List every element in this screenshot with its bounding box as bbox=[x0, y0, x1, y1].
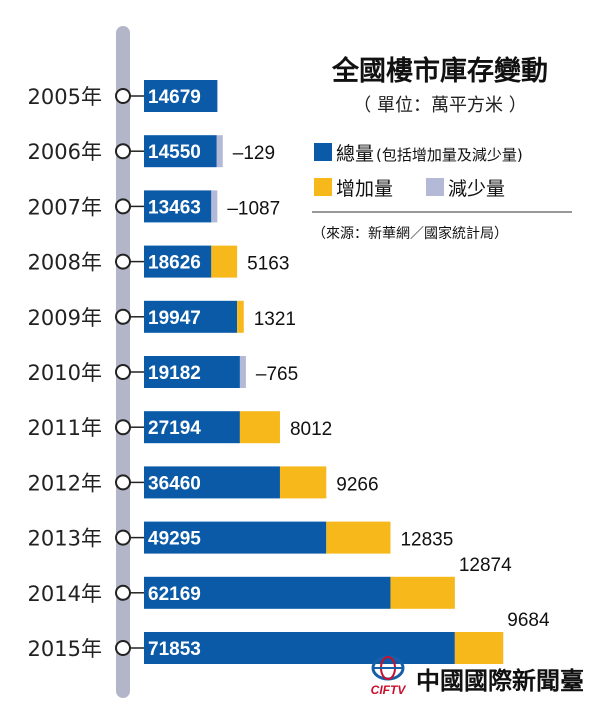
timeline-dot bbox=[115, 198, 131, 215]
bar-increase bbox=[390, 576, 455, 609]
change-value-label: 9684 bbox=[507, 610, 550, 631]
legend-swatch-increase bbox=[314, 178, 332, 196]
year-label: 2013年 bbox=[28, 527, 102, 551]
year-label: 2006年 bbox=[28, 140, 102, 164]
bar-decrease bbox=[239, 356, 246, 388]
change-value-label: 8012 bbox=[290, 419, 332, 440]
globe-logo-icon bbox=[371, 655, 405, 681]
bar-total bbox=[144, 356, 240, 388]
year-label: 2007年 bbox=[28, 195, 102, 219]
total-value-label: 49295 bbox=[148, 529, 201, 550]
legend-swatch-decrease bbox=[426, 178, 444, 196]
unit-label: （ 單位：萬平方米 ） bbox=[353, 95, 526, 116]
bar-total bbox=[144, 245, 212, 278]
bar-total bbox=[144, 135, 217, 168]
year-label: 2005年 bbox=[28, 85, 102, 109]
total-value-label: 19182 bbox=[148, 363, 201, 384]
bar-increase bbox=[237, 300, 244, 333]
legend-swatch-total bbox=[314, 143, 332, 161]
bar-total bbox=[144, 632, 455, 664]
total-value-label: 19947 bbox=[148, 308, 201, 329]
bar-increase bbox=[239, 411, 280, 444]
timeline-dot bbox=[115, 419, 131, 436]
bar-total bbox=[144, 576, 391, 609]
bar-increase bbox=[326, 521, 391, 554]
total-value-label: 71853 bbox=[148, 639, 201, 660]
bar-total bbox=[144, 466, 280, 499]
total-value-label: 18626 bbox=[148, 253, 201, 274]
timeline-dot bbox=[115, 474, 131, 491]
change-value-label: –765 bbox=[256, 364, 298, 385]
bar-total bbox=[144, 300, 238, 333]
bar-increase bbox=[211, 245, 238, 278]
bar-increase bbox=[454, 632, 504, 664]
bar-total bbox=[144, 411, 240, 444]
year-label: 2014年 bbox=[28, 582, 102, 606]
legend-total-note: (包括增加量及減少量) bbox=[376, 146, 523, 164]
timeline-dot bbox=[115, 584, 131, 601]
year-label: 2011年 bbox=[28, 416, 102, 440]
bar-decrease bbox=[216, 135, 223, 168]
change-value-label: 1321 bbox=[254, 309, 296, 330]
total-value-label: 14679 bbox=[148, 87, 201, 108]
total-value-label: 13463 bbox=[148, 197, 201, 218]
change-value-label: 5163 bbox=[247, 254, 289, 275]
bar-rows: 2005年 14679 2006年 14550 –129 2007年 13463 –1087 2… bbox=[28, 80, 550, 664]
timeline-dot bbox=[115, 308, 131, 325]
timeline-bar bbox=[116, 26, 130, 698]
chart-title: 全國樓市庫存變動 bbox=[331, 55, 548, 87]
change-value-label: 12835 bbox=[400, 530, 453, 551]
timeline-dot bbox=[115, 640, 131, 656]
timeline-dot bbox=[115, 364, 131, 380]
change-value-label: 12874 bbox=[459, 555, 512, 576]
timeline-dot bbox=[115, 253, 131, 270]
bar-total bbox=[144, 80, 218, 112]
brand-name: 中國國際新聞臺 bbox=[416, 667, 584, 695]
legend-decrease-label: 減少量 bbox=[448, 178, 505, 200]
legend-total-label: 總量 bbox=[336, 143, 374, 165]
bar-decrease bbox=[211, 190, 218, 223]
timeline-dot bbox=[115, 143, 131, 160]
total-value-label: 27194 bbox=[148, 418, 201, 439]
timeline-dot bbox=[115, 88, 131, 104]
legend-increase-label: 增加量 bbox=[336, 178, 393, 200]
total-value-label: 14550 bbox=[148, 142, 201, 163]
year-label: 2015年 bbox=[28, 637, 102, 661]
bar-increase bbox=[279, 466, 327, 499]
year-label: 2012年 bbox=[28, 471, 102, 495]
total-value-label: 62169 bbox=[148, 584, 201, 605]
source-note: （來源：新華網／國家統計局） bbox=[312, 225, 508, 242]
bar-total bbox=[144, 190, 212, 223]
change-value-label: –129 bbox=[233, 143, 275, 164]
bar-total bbox=[144, 521, 327, 554]
total-value-label: 36460 bbox=[148, 473, 201, 494]
timeline-dot bbox=[115, 529, 131, 546]
year-label: 2009年 bbox=[28, 306, 102, 330]
change-value-label: 9266 bbox=[336, 474, 378, 495]
year-label: 2010年 bbox=[28, 361, 102, 385]
year-label: 2008年 bbox=[28, 251, 102, 275]
change-value-label: –1087 bbox=[227, 198, 280, 219]
brand-abbr: CIFTV bbox=[371, 683, 407, 697]
